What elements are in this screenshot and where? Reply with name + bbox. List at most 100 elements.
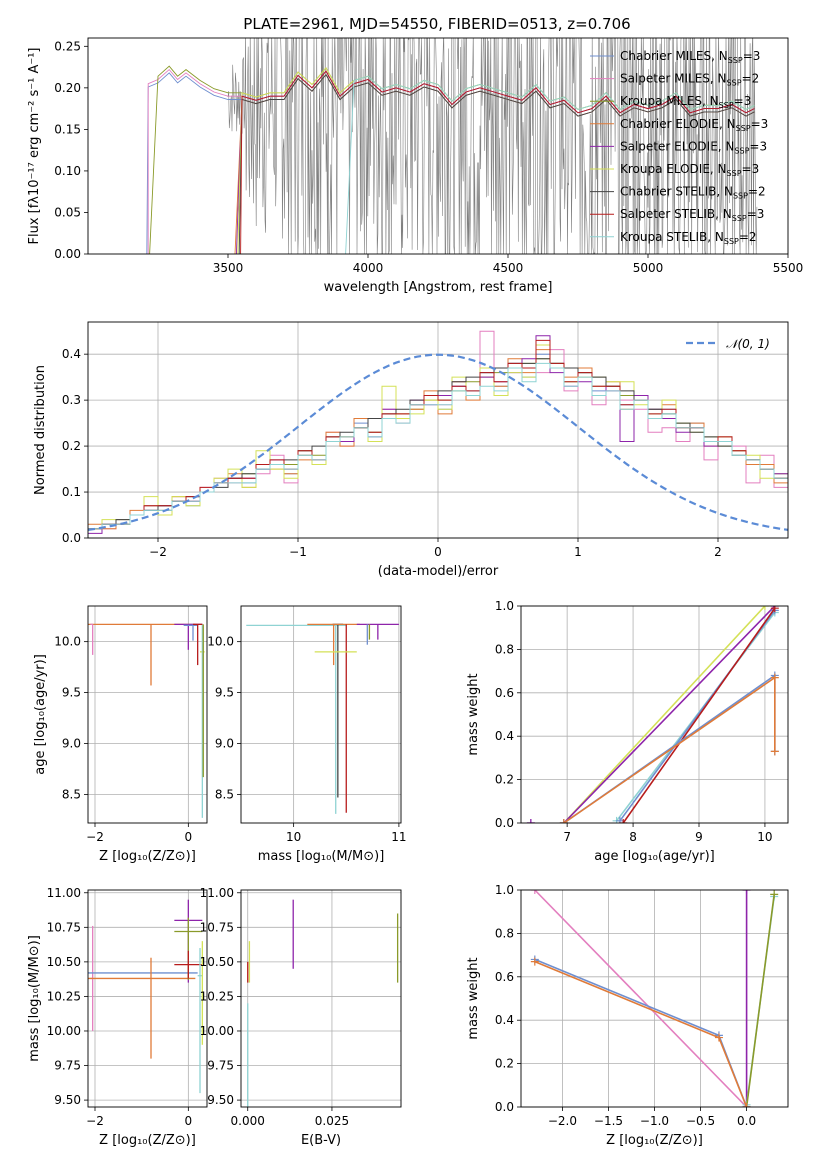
y-tick-label: 10.50 bbox=[47, 955, 81, 969]
axes-border bbox=[520, 889, 789, 1108]
y-tick-label: 0.20 bbox=[54, 81, 81, 95]
y-tick-label: 1.0 bbox=[495, 599, 514, 613]
plot-area bbox=[247, 899, 399, 1107]
y-tick-label: 0.10 bbox=[54, 164, 81, 178]
x-tick-label: 7 bbox=[563, 830, 571, 844]
plot-area bbox=[246, 623, 399, 814]
legend-label-count: =3 bbox=[742, 162, 760, 176]
spectrum-panel: 3500 4000 4500 5000 5500 0.00 0.05 0.10 0.15 0.20… bbox=[27, 37, 804, 295]
legend-entry-label: Chabrier MILES, NSSP=3 bbox=[620, 49, 760, 65]
legend-label-text: Kroupa ELODIE, N bbox=[620, 162, 727, 176]
errorbar-cross bbox=[246, 624, 347, 814]
plus-marker bbox=[615, 816, 624, 823]
x-tick-label: 3500 bbox=[213, 261, 244, 275]
legend-entry-label: 𝒩(0, 1) bbox=[726, 337, 770, 351]
axes-frame: 3500 4000 4500 5000 5500 0.00 0.05 0.10 0.15 0.20… bbox=[27, 37, 804, 295]
y-tick-label: 0.4 bbox=[62, 347, 81, 361]
x-axis-label: Z [log₁₀(Z/Z⊙)] bbox=[606, 1133, 703, 1148]
plot-area bbox=[526, 606, 779, 823]
errorbar-cross bbox=[88, 957, 196, 1059]
x-tick-label: 0.025 bbox=[315, 1114, 349, 1128]
x-tick-label: 1 bbox=[574, 545, 582, 559]
figure-title: PLATE=2961, MJD=54550, FIBERID=0513, z=0… bbox=[243, 15, 630, 33]
legend-entry-label: Chabrier STELIB, NSSP=2 bbox=[620, 185, 766, 201]
plot-area bbox=[88, 623, 205, 818]
legend-label-count: =3 bbox=[749, 139, 767, 153]
y-tick-label: 10.75 bbox=[47, 920, 81, 934]
y-tick-label: 0.1 bbox=[62, 485, 81, 499]
legend-label-count: =3 bbox=[747, 207, 765, 221]
y-tick-label: 0.6 bbox=[495, 686, 514, 700]
axes-frame: −2 0 8.5 9.0 9.5 10.0 Z [log₁₀(Z/Z⊙)] age [log₁… bbox=[33, 605, 208, 864]
legend-label-count: =3 bbox=[751, 117, 769, 131]
axes-frame: 0.000 0.025 9.50 9.75 10.00 10.25 10.50 10.75 11… bbox=[200, 886, 402, 1148]
legend-label-count: =3 bbox=[743, 49, 761, 63]
x-tick-label: 9 bbox=[695, 830, 703, 844]
errorbar-cross bbox=[197, 948, 203, 1094]
y-tick-label: 0.4 bbox=[495, 729, 514, 743]
x-tick-label: 0 bbox=[185, 1114, 193, 1128]
mass-weight-line bbox=[563, 606, 766, 823]
x-tick-label: −0.5 bbox=[686, 1114, 715, 1128]
residual-histogram-panel: −2 −1 0 1 2 0.0 0.1 0.2 0.3 0.4 (data-model)/error… bbox=[33, 321, 789, 579]
spectrum-legend: Chabrier MILES, NSSP=3 Salpeter MILES, NS… bbox=[590, 49, 768, 246]
x-tick-label: −1.5 bbox=[594, 1114, 623, 1128]
legend-entry-label: Chabrier ELODIE, NSSP=3 bbox=[620, 117, 768, 133]
y-tick-label: 9.75 bbox=[54, 1059, 81, 1073]
histogram-series bbox=[88, 362, 788, 538]
legend-label-subscript: SSP bbox=[727, 169, 742, 178]
plus-marker bbox=[530, 890, 539, 894]
legend-entry-label: Salpeter MILES, NSSP=2 bbox=[620, 72, 759, 88]
y-tick-label: 11.00 bbox=[200, 886, 234, 900]
plus-marker bbox=[770, 747, 779, 756]
axes-frame: 10 11 8.5 9.0 9.5 10.0 mass [log₁₀(M/M⊙)] bbox=[207, 605, 407, 864]
legend-label-subscript: SSP bbox=[727, 79, 742, 88]
mass-vs-metallicity-panel: −2 0 9.50 9.75 10.00 10.25 10.50 10.75 11.00 Z [l… bbox=[27, 886, 208, 1148]
y-axis-label: age [log₁₀(age/yr)] bbox=[33, 654, 48, 775]
axes-frame: −2 0 9.50 9.75 10.00 10.25 10.50 10.75 11.00 Z [l… bbox=[27, 886, 208, 1148]
y-axis-label: Normed distribution bbox=[33, 365, 48, 495]
y-tick-label: 0.0 bbox=[62, 531, 81, 545]
legend-label-text: Salpeter STELIB, N bbox=[620, 207, 732, 221]
errorbar-cross bbox=[356, 623, 399, 640]
x-tick-label: −1 bbox=[289, 545, 307, 559]
legend-label-subscript: SSP bbox=[719, 101, 734, 110]
errorbar-cross bbox=[183, 624, 198, 641]
x-axis-label: (data-model)/error bbox=[378, 564, 499, 579]
model-spectrum-line bbox=[345, 75, 755, 254]
x-tick-label: 4500 bbox=[493, 261, 524, 275]
axes-border bbox=[520, 605, 789, 824]
x-tick-label: 5500 bbox=[773, 261, 804, 275]
y-tick-label: 0.15 bbox=[54, 122, 81, 136]
age-vs-metallicity-panel: −2 0 8.5 9.0 9.5 10.0 Z [log₁₀(Z/Z⊙)] age [log₁… bbox=[33, 605, 208, 864]
y-tick-label: 9.5 bbox=[215, 686, 234, 700]
errorbar-cross bbox=[88, 623, 196, 686]
y-tick-label: 0.2 bbox=[495, 773, 514, 787]
axes-border bbox=[240, 605, 402, 824]
x-axis-label: E(B-V) bbox=[301, 1133, 341, 1148]
plot-area bbox=[146, 38, 758, 254]
plot-area bbox=[530, 890, 779, 1107]
y-tick-label: 0.05 bbox=[54, 205, 81, 219]
y-tick-label: 10.50 bbox=[200, 955, 234, 969]
y-tick-label: 8.5 bbox=[62, 787, 81, 801]
x-tick-label: 5000 bbox=[633, 261, 664, 275]
x-tick-label: 11 bbox=[391, 830, 406, 844]
y-axis-label: mass [log₁₀(M/M⊙)] bbox=[27, 935, 42, 1062]
plus-marker bbox=[760, 606, 769, 610]
y-tick-label: 9.50 bbox=[54, 1093, 81, 1107]
y-tick-label: 9.5 bbox=[62, 686, 81, 700]
y-tick-label: 0.0 bbox=[495, 816, 514, 830]
y-tick-label: 10.25 bbox=[47, 989, 81, 1003]
axes-border bbox=[87, 321, 789, 539]
y-tick-label: 9.75 bbox=[207, 1059, 234, 1073]
plot-area bbox=[88, 899, 203, 1094]
y-tick-label: 0.8 bbox=[495, 926, 514, 940]
y-tick-label: 0.2 bbox=[495, 1057, 514, 1071]
x-tick-label: 0.0 bbox=[737, 1114, 756, 1128]
errorbar-cross bbox=[90, 623, 94, 655]
y-tick-label: 0.8 bbox=[495, 642, 514, 656]
histogram-series bbox=[88, 349, 788, 538]
y-tick-label: 8.5 bbox=[215, 787, 234, 801]
legend-label-text: Salpeter ELODIE, N bbox=[620, 139, 734, 153]
